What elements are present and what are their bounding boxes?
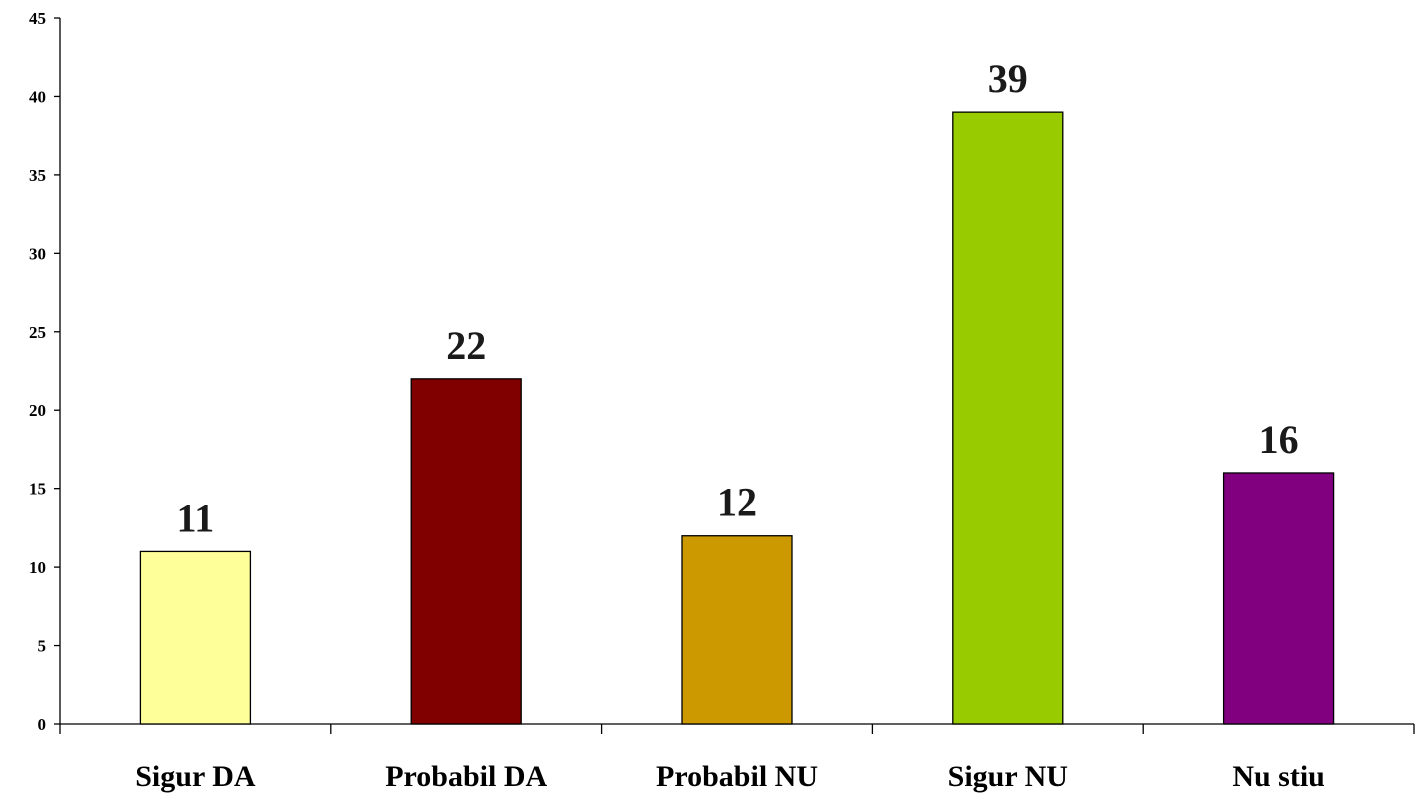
- y-tick-label: 25: [29, 323, 46, 342]
- bars: [139, 111, 1335, 725]
- bar-probabil-nu: [681, 535, 793, 725]
- bar-sigur-da: [139, 550, 252, 725]
- y-tick-label: 20: [29, 401, 46, 420]
- x-category-label: Probabil NU: [656, 760, 818, 793]
- y-tick-label: 15: [29, 480, 46, 499]
- x-axis: Sigur DA Probabil DA Probabil NU Sigur NU Nu…: [59, 723, 1415, 793]
- data-label: 16: [1259, 417, 1299, 462]
- bar-sigur-nu: [952, 111, 1064, 725]
- data-labels: 11 22 12 39 16: [177, 56, 1299, 540]
- y-axis: 0 5 10 15 20 25 30 35 40 45: [29, 9, 61, 734]
- y-tick-label: 45: [29, 9, 46, 28]
- y-tick-label: 30: [29, 244, 46, 263]
- bar-probabil-da: [410, 378, 522, 725]
- x-category-label: Probabil DA: [385, 760, 547, 793]
- data-label: 39: [988, 56, 1028, 101]
- bar-nu-stiu: [1222, 472, 1335, 725]
- y-tick-label: 35: [29, 166, 46, 185]
- x-category-label: Nu stiu: [1232, 760, 1325, 793]
- y-tick-label: 40: [29, 87, 46, 106]
- y-tick-label: 10: [29, 558, 46, 577]
- x-category-label: Sigur NU: [948, 760, 1068, 793]
- y-tick-label: 5: [38, 637, 47, 656]
- y-tick-label: 0: [38, 715, 47, 734]
- data-label: 12: [717, 480, 757, 525]
- data-label: 11: [177, 495, 215, 540]
- x-category-label: Sigur DA: [135, 760, 256, 793]
- data-label: 22: [446, 323, 486, 368]
